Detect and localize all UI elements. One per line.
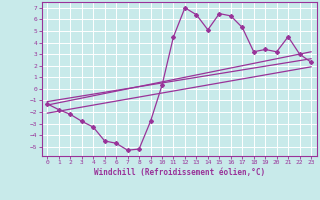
X-axis label: Windchill (Refroidissement éolien,°C): Windchill (Refroidissement éolien,°C) — [94, 168, 265, 177]
